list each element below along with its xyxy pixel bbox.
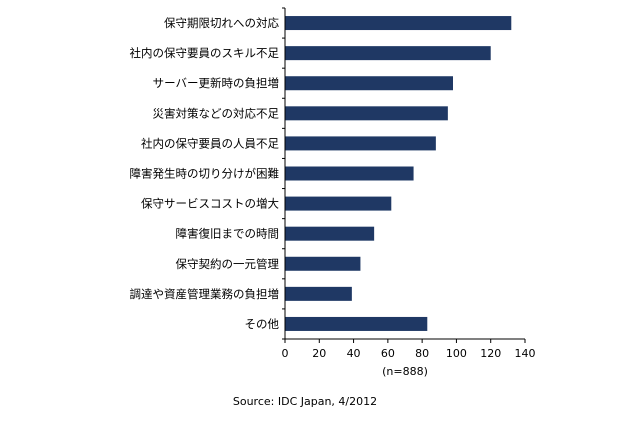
bar-9 — [285, 286, 352, 301]
bar-10 — [285, 316, 428, 331]
x-tick-label-6: 120 — [480, 347, 501, 360]
category-label-4: 社内の保守要員の人員不足 — [141, 136, 279, 150]
bar-7 — [285, 226, 375, 241]
bar-5 — [285, 166, 414, 181]
category-label-0: 保守期限切れへの対応 — [164, 16, 279, 30]
category-label-9: 調達や資産管理業務の負担増 — [130, 287, 280, 301]
category-label-1: 社内の保守要員のスキル不足 — [130, 46, 280, 60]
bar-1 — [285, 46, 491, 61]
bar-3 — [285, 106, 448, 121]
category-label-7: 障害復旧までの時間 — [176, 227, 280, 241]
source-note: Source: IDC Japan, 4/2012 — [232, 395, 378, 408]
bar-4 — [285, 136, 436, 151]
x-tick-label-1: 20 — [312, 347, 326, 360]
category-label-2: サーバー更新時の負担増 — [153, 76, 279, 90]
bar-8 — [285, 256, 361, 271]
x-tick-label-2: 40 — [347, 347, 361, 360]
category-label-10: その他 — [245, 317, 280, 331]
bar-0 — [285, 16, 512, 31]
x-tick-label-4: 80 — [415, 347, 429, 360]
bar-6 — [285, 196, 392, 211]
category-label-3: 災害対策などの対応不足 — [153, 106, 280, 120]
x-tick-label-7: 140 — [515, 347, 536, 360]
x-tick-label-3: 60 — [381, 347, 395, 360]
x-tick-label-0: 0 — [282, 347, 289, 360]
sample-size-note: (n=888) — [382, 365, 428, 378]
x-tick-label-5: 100 — [446, 347, 467, 360]
bar-2 — [285, 76, 453, 91]
category-label-5: 障害発生時の切り分けが困難 — [130, 167, 280, 181]
category-label-6: 保守サービスコストの増大 — [141, 197, 279, 211]
category-label-8: 保守契約の一元管理 — [176, 257, 280, 271]
